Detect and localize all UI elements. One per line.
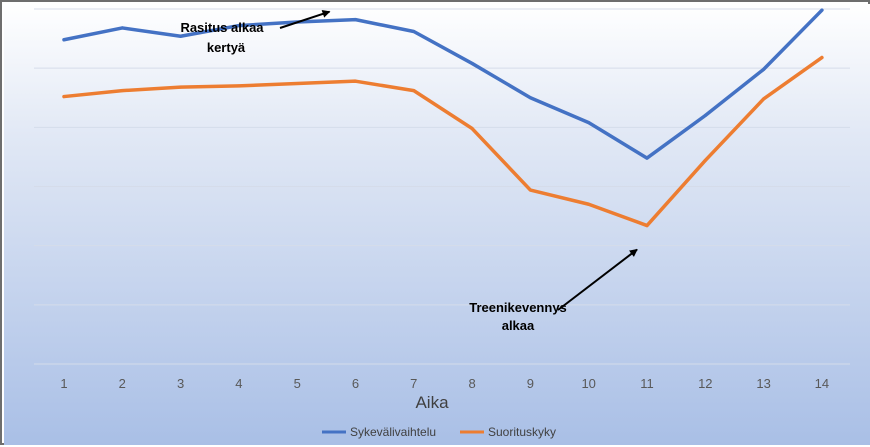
- data-point: [820, 8, 824, 12]
- annotation-taper: Treenikevennys alkaa: [469, 248, 638, 333]
- x-tick-label: 9: [527, 376, 534, 391]
- data-point: [412, 29, 416, 33]
- series-line-1: [62, 55, 824, 228]
- x-tick-label: 12: [698, 376, 712, 391]
- legend-label-suorituskyky: Suorituskyky: [488, 425, 556, 439]
- data-point: [62, 95, 66, 99]
- data-point: [587, 202, 591, 206]
- x-tick-label: 13: [756, 376, 770, 391]
- data-point: [762, 97, 766, 101]
- data-point: [62, 38, 66, 42]
- data-point: [237, 24, 241, 28]
- annotation-stress-arrow: [279, 10, 331, 29]
- data-point: [470, 61, 474, 65]
- x-axis-label: Aika: [415, 393, 449, 412]
- annotation-stress-line2: kertyä: [207, 40, 246, 55]
- data-point: [179, 85, 183, 89]
- data-point: [179, 34, 183, 38]
- annotation-taper-line1: Treenikevennys: [469, 300, 567, 315]
- data-point: [703, 158, 707, 162]
- x-tick-label: 11: [640, 376, 654, 391]
- chart-background: [4, 4, 870, 445]
- data-point: [470, 127, 474, 131]
- data-point: [295, 82, 299, 86]
- x-tick-label: 14: [815, 376, 829, 391]
- data-point: [820, 56, 824, 60]
- data-point: [528, 188, 532, 192]
- data-point: [587, 121, 591, 125]
- data-point: [354, 79, 357, 83]
- legend: Sykevälivaihtelu Suorituskyky: [322, 425, 556, 439]
- x-tick-label: 5: [294, 376, 301, 391]
- x-tick-label: 7: [410, 376, 417, 391]
- series-line-0: [62, 8, 824, 160]
- series-lines: [62, 8, 824, 228]
- annotation-taper-arrow: [557, 248, 638, 311]
- annotation-taper-line2: alkaa: [502, 318, 535, 333]
- x-tick-label: 4: [235, 376, 242, 391]
- data-point: [412, 89, 416, 93]
- data-point: [120, 26, 124, 30]
- data-point: [120, 89, 124, 93]
- legend-label-sykevalivaihtelu: Sykevälivaihtelu: [350, 425, 436, 439]
- data-point: [237, 84, 241, 88]
- x-tick-labels: 1 2 3 4 5 6 7 8 9 10 11 12 13 14: [60, 376, 829, 391]
- data-point: [645, 156, 649, 160]
- x-tick-label: 2: [119, 376, 126, 391]
- x-tick-label: 10: [581, 376, 595, 391]
- gridlines: [34, 8, 850, 365]
- data-point: [703, 114, 707, 117]
- data-point: [762, 67, 766, 71]
- annotation-stress-line1: Rasitus alkaa: [180, 20, 264, 35]
- data-point: [528, 96, 532, 100]
- x-tick-label: 1: [60, 376, 67, 391]
- x-tick-label: 6: [352, 376, 359, 391]
- x-tick-label: 3: [177, 376, 184, 391]
- x-tick-label: 8: [468, 376, 475, 391]
- annotation-stress: Rasitus alkaa kertyä: [180, 10, 331, 55]
- data-point: [645, 224, 649, 228]
- data-point: [354, 18, 357, 22]
